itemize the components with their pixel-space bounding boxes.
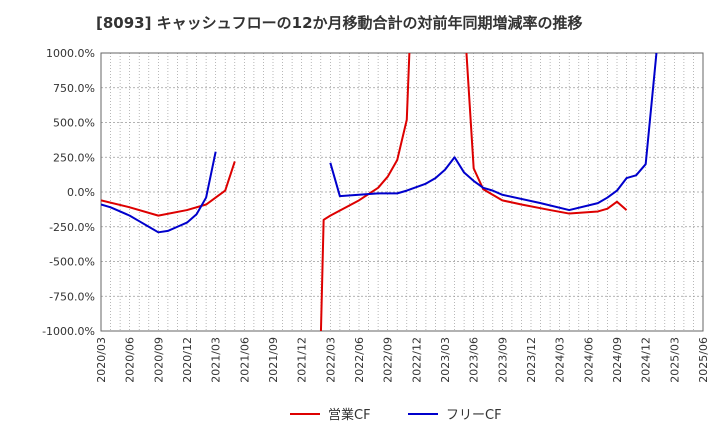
y-tick-label: -750.0% <box>49 290 95 303</box>
y-tick-label: -250.0% <box>49 221 95 234</box>
legend-label: フリーCF <box>446 408 502 423</box>
y-tick-label: 750.0% <box>53 82 95 95</box>
series-line <box>101 161 236 217</box>
chart-title: [8093] キャッシュフローの12か月移動合計の対前年同期増減率の推移 <box>96 14 583 32</box>
x-tick-label: 2020/06 <box>124 337 137 383</box>
plot-frame <box>100 52 704 332</box>
x-tick-label: 2023/09 <box>496 337 509 383</box>
series-line <box>319 53 411 331</box>
y-tick-label: 250.0% <box>53 151 95 164</box>
x-tick-label: 2023/03 <box>439 337 452 383</box>
x-tick-label: 2022/09 <box>382 337 395 383</box>
x-tick-label: 2020/12 <box>181 337 194 383</box>
x-tick-label: 2020/09 <box>152 337 165 383</box>
x-tick-label: 2021/06 <box>238 337 251 383</box>
x-tick-label: 2024/03 <box>554 337 567 383</box>
series-free-cf <box>101 53 658 234</box>
x-tick-label: 2022/03 <box>324 337 337 383</box>
x-tick-label: 2021/09 <box>267 337 280 383</box>
x-tick-label: 2025/06 <box>697 337 710 383</box>
x-tick-label: 2021/12 <box>296 337 309 383</box>
series-operating-cf <box>101 53 628 331</box>
y-tick-label: 1000.0% <box>46 47 95 60</box>
series-line <box>465 53 628 215</box>
y-tick-label: -500.0% <box>49 256 95 269</box>
x-tick-label: 2020/03 <box>95 337 108 383</box>
x-tick-label: 2024/09 <box>611 337 624 383</box>
x-tick-label: 2021/03 <box>210 337 223 383</box>
x-tick-label: 2022/06 <box>353 337 366 383</box>
series-line <box>101 151 217 234</box>
x-tick-label: 2023/12 <box>525 337 538 383</box>
x-tick-label: 2024/12 <box>640 337 653 383</box>
x-tick-label: 2025/03 <box>668 337 681 383</box>
x-tick-label: 2024/06 <box>582 337 595 383</box>
series-line <box>329 53 658 212</box>
legend-label: 営業CF <box>328 407 371 423</box>
y-tick-label: 0.0% <box>67 186 95 199</box>
y-tick-label: 500.0% <box>53 117 95 130</box>
y-tick-label: -1000.0% <box>42 325 95 338</box>
x-tick-label: 2023/06 <box>468 337 481 383</box>
x-tick-label: 2022/12 <box>410 337 423 383</box>
